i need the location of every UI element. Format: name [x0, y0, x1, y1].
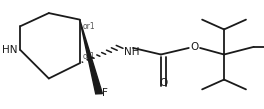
Text: or1: or1: [82, 22, 95, 31]
Text: F: F: [102, 88, 108, 98]
Text: HN: HN: [2, 45, 18, 55]
Polygon shape: [80, 20, 102, 94]
Text: O: O: [190, 42, 199, 52]
Text: O: O: [159, 78, 167, 88]
Text: NH: NH: [124, 47, 139, 57]
Text: or1: or1: [82, 52, 95, 61]
